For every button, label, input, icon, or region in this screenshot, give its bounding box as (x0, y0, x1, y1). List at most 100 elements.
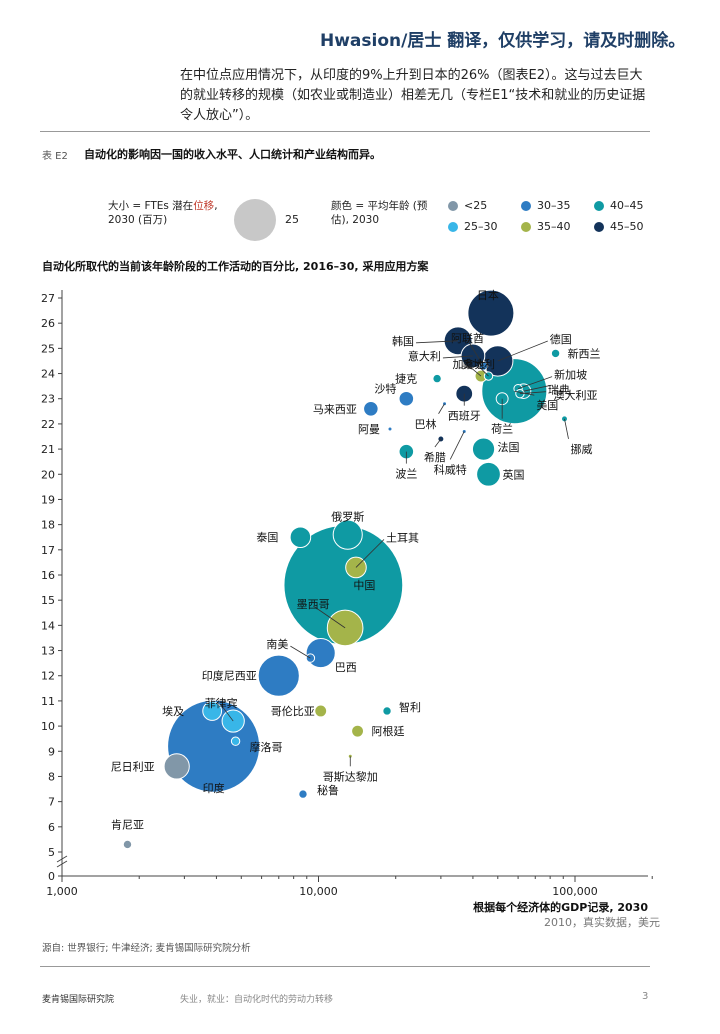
y-tick-label: 13 (41, 645, 55, 658)
leader-line (564, 418, 569, 439)
y-tick-label: 27 (41, 292, 55, 305)
leader-line (438, 403, 445, 414)
point-label: 意大利 (408, 349, 441, 363)
footer-divider (40, 966, 650, 967)
intro-paragraph: 在中位点应用情况下，从印度的9%上升到日本的26%（图表E2）。这与过去巨大的就… (180, 68, 646, 123)
point-label: 阿根廷 (372, 724, 405, 738)
point-label: 科威特 (434, 462, 467, 476)
data-point (363, 401, 379, 417)
point-label: 哥伦比亚 (271, 704, 315, 718)
data-point (476, 461, 501, 487)
y-tick-label: 10 (41, 720, 55, 733)
point-label: 印度尼西亚 (202, 669, 257, 683)
point-label: 菲律宾 (205, 696, 238, 710)
data-point (387, 426, 393, 432)
point-label: 韩国 (392, 334, 414, 348)
legend-size-highlight: 位移 (193, 200, 215, 212)
data-point (163, 753, 190, 780)
data-point (432, 373, 442, 384)
point-label: 英国 (502, 467, 524, 481)
point-label: 阿联酋 (451, 331, 484, 345)
y-tick-label: 15 (41, 594, 55, 607)
y-tick-label: 24 (41, 368, 55, 381)
data-point (467, 289, 515, 337)
data-point (257, 654, 300, 697)
figure-label: 表 E2 (42, 151, 68, 162)
point-label: 泰国 (256, 530, 278, 544)
y-axis-break-mark (56, 855, 68, 868)
y-tick-label: 16 (41, 569, 55, 582)
footer-report-title: 失业，就业：自动化时代的劳动力转移 (180, 995, 334, 1005)
legend-color-item: 25–30 (448, 220, 498, 233)
point-label: 巴林 (415, 417, 437, 431)
point-label: 捷克 (395, 372, 417, 386)
point-label: 阿曼 (358, 423, 380, 436)
data-point (122, 839, 133, 850)
point-label: 土耳其 (386, 531, 419, 544)
legend-color-item: 30–35 (521, 199, 571, 212)
point-label: 德国 (550, 332, 572, 346)
y-tick-label: 12 (41, 670, 55, 683)
y-tick-label: 26 (41, 317, 55, 330)
legend-swatch (594, 222, 604, 232)
legend-color-text: 颜色 = 平均年龄 (预估), 2030 (331, 200, 428, 226)
y-tick-label: 18 (41, 519, 55, 532)
legend-color-label: 30–35 (537, 199, 571, 212)
point-label: 印度 (203, 781, 225, 795)
legend-swatch (594, 201, 604, 211)
point-label: 肯尼亚 (111, 818, 144, 831)
data-point (382, 706, 392, 716)
point-label: 埃及 (162, 704, 184, 718)
y-tick-label: 25 (41, 342, 55, 355)
legend-size-text: 大小 = FTEs 潜在位移, 2030 (百万) (108, 199, 226, 227)
leader-line (478, 365, 489, 377)
point-label: 挪威 (570, 442, 592, 456)
leader-line (468, 365, 482, 377)
leader-line (449, 431, 465, 460)
legend-color-item: <25 (448, 199, 487, 212)
point-label: 荷兰 (491, 423, 513, 436)
leader-line (442, 355, 473, 359)
point-label: 秘鲁 (317, 783, 339, 797)
point-label: 墨西哥 (297, 598, 330, 611)
page-number: 3 (642, 991, 649, 1002)
figure-title: 自动化的影响因一国的收入水平、人口统计和产业结构而异。 (84, 148, 381, 161)
x-axis-subtitle: 2010，真实数据，美元 (544, 916, 660, 929)
point-label: 俄罗斯 (331, 511, 364, 524)
point-label: 南美 (266, 638, 288, 651)
legend-size-suffix: , 2030 (百万) (108, 200, 218, 226)
x-axis-title: 根据每个经济体的GDP记录, 2030 (473, 901, 648, 914)
y-tick-label: 6 (48, 821, 55, 834)
y-axis-title: 自动化所取代的当前该年龄阶段的工作活动的百分比, 2016–30, 采用应用方案 (42, 260, 429, 273)
legend-color-label: 45–50 (610, 220, 644, 233)
leader-line (523, 384, 552, 392)
data-point (305, 638, 336, 669)
point-label: 波兰 (395, 468, 417, 481)
point-label: 巴西 (335, 661, 357, 674)
point-label: 希腊 (424, 450, 446, 464)
y-tick-label: 14 (41, 619, 55, 632)
legend-size-bubble (234, 199, 276, 241)
point-label: 新西兰 (568, 346, 601, 360)
legend-color-label: 25–30 (464, 220, 498, 233)
data-point (289, 526, 312, 549)
x-tick-label: 1,000 (46, 885, 78, 898)
y-tick-label: 22 (41, 418, 55, 431)
point-label: 马来西亚 (313, 403, 357, 416)
data-point (332, 519, 363, 550)
leader-line (290, 645, 311, 659)
y-tick-label: 7 (48, 796, 55, 809)
data-point (202, 701, 223, 721)
legend-color-label: 40–45 (610, 199, 644, 212)
leader-line (514, 390, 535, 396)
leader-line (467, 339, 484, 367)
data-point (550, 348, 561, 359)
data-point (351, 724, 365, 738)
point-label: 加拿大 (452, 357, 485, 371)
data-point (221, 709, 245, 733)
point-label: 美国 (536, 399, 558, 412)
y-tick-label: 5 (48, 846, 55, 859)
legend-swatch (521, 201, 531, 211)
x-tick-label: 100,000 (552, 885, 598, 898)
